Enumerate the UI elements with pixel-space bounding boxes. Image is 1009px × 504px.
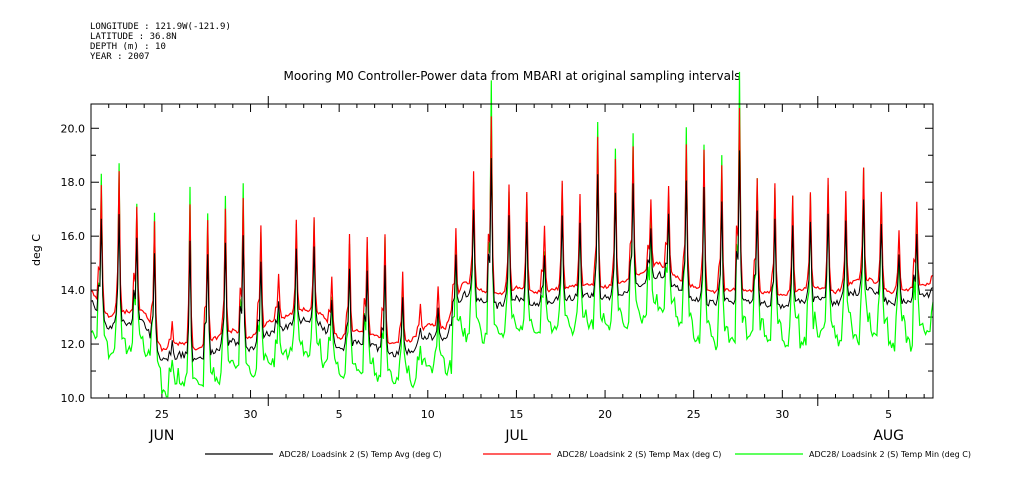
- x-tick-label: 25: [155, 408, 169, 421]
- x-tick-label: 5: [336, 408, 343, 421]
- axis-ticks: 10.0 12.0 14.0 16.0 18.0 20.0 25 30 5 10 15 20 25 30 5…: [61, 96, 933, 444]
- series-avg-group: [90, 150, 934, 363]
- legend-label: ADC28/ Loadsink 2 (S) Temp Avg (deg C): [279, 450, 442, 459]
- x-tick-label: 5: [885, 408, 892, 421]
- series-max-line: [90, 107, 934, 353]
- x-tick-label: 30: [775, 408, 789, 421]
- series-min-group: [90, 71, 934, 398]
- legend: ADC28/ Loadsink 2 (S) Temp Avg (deg C) AD…: [205, 450, 971, 459]
- depth-line: DEPTH (m) : 10: [90, 42, 166, 52]
- year-line: YEAR : 2007: [90, 52, 150, 62]
- x-month-label: AUG: [873, 428, 904, 444]
- y-tick-label: 18.0: [61, 176, 86, 189]
- y-axis-label: deg C: [30, 234, 43, 266]
- x-month-label: JUL: [504, 428, 527, 444]
- header-metadata: LONGITUDE : 121.9W(-121.9) LATITUDE : 36…: [90, 22, 231, 62]
- longitude-line: LONGITUDE : 121.9W(-121.9): [90, 22, 231, 32]
- series-min-line: [90, 71, 934, 398]
- x-tick-label: 15: [509, 408, 523, 421]
- y-tick-label: 12.0: [61, 338, 86, 351]
- x-tick-label: 30: [244, 408, 258, 421]
- x-tick-label: 20: [598, 408, 612, 421]
- x-month-label: JUN: [148, 428, 174, 444]
- y-tick-label: 14.0: [61, 284, 86, 297]
- plot-frame: [90, 103, 934, 399]
- legend-label: ADC28/ Loadsink 2 (S) Temp Max (deg C): [557, 450, 721, 459]
- latitude-line: LATITUDE : 36.8N: [90, 32, 177, 42]
- y-tick-label: 10.0: [61, 392, 86, 405]
- series-avg-line: [90, 150, 934, 363]
- legend-label: ADC28/ Loadsink 2 (S) Temp Min (deg C): [809, 450, 971, 459]
- y-tick-label: 20.0: [61, 122, 86, 135]
- x-tick-label: 25: [687, 408, 701, 421]
- series-max-group: [90, 107, 934, 353]
- x-tick-label: 10: [421, 408, 435, 421]
- chart-title: Mooring M0 Controller-Power data from MB…: [283, 69, 740, 83]
- y-tick-label: 16.0: [61, 230, 86, 243]
